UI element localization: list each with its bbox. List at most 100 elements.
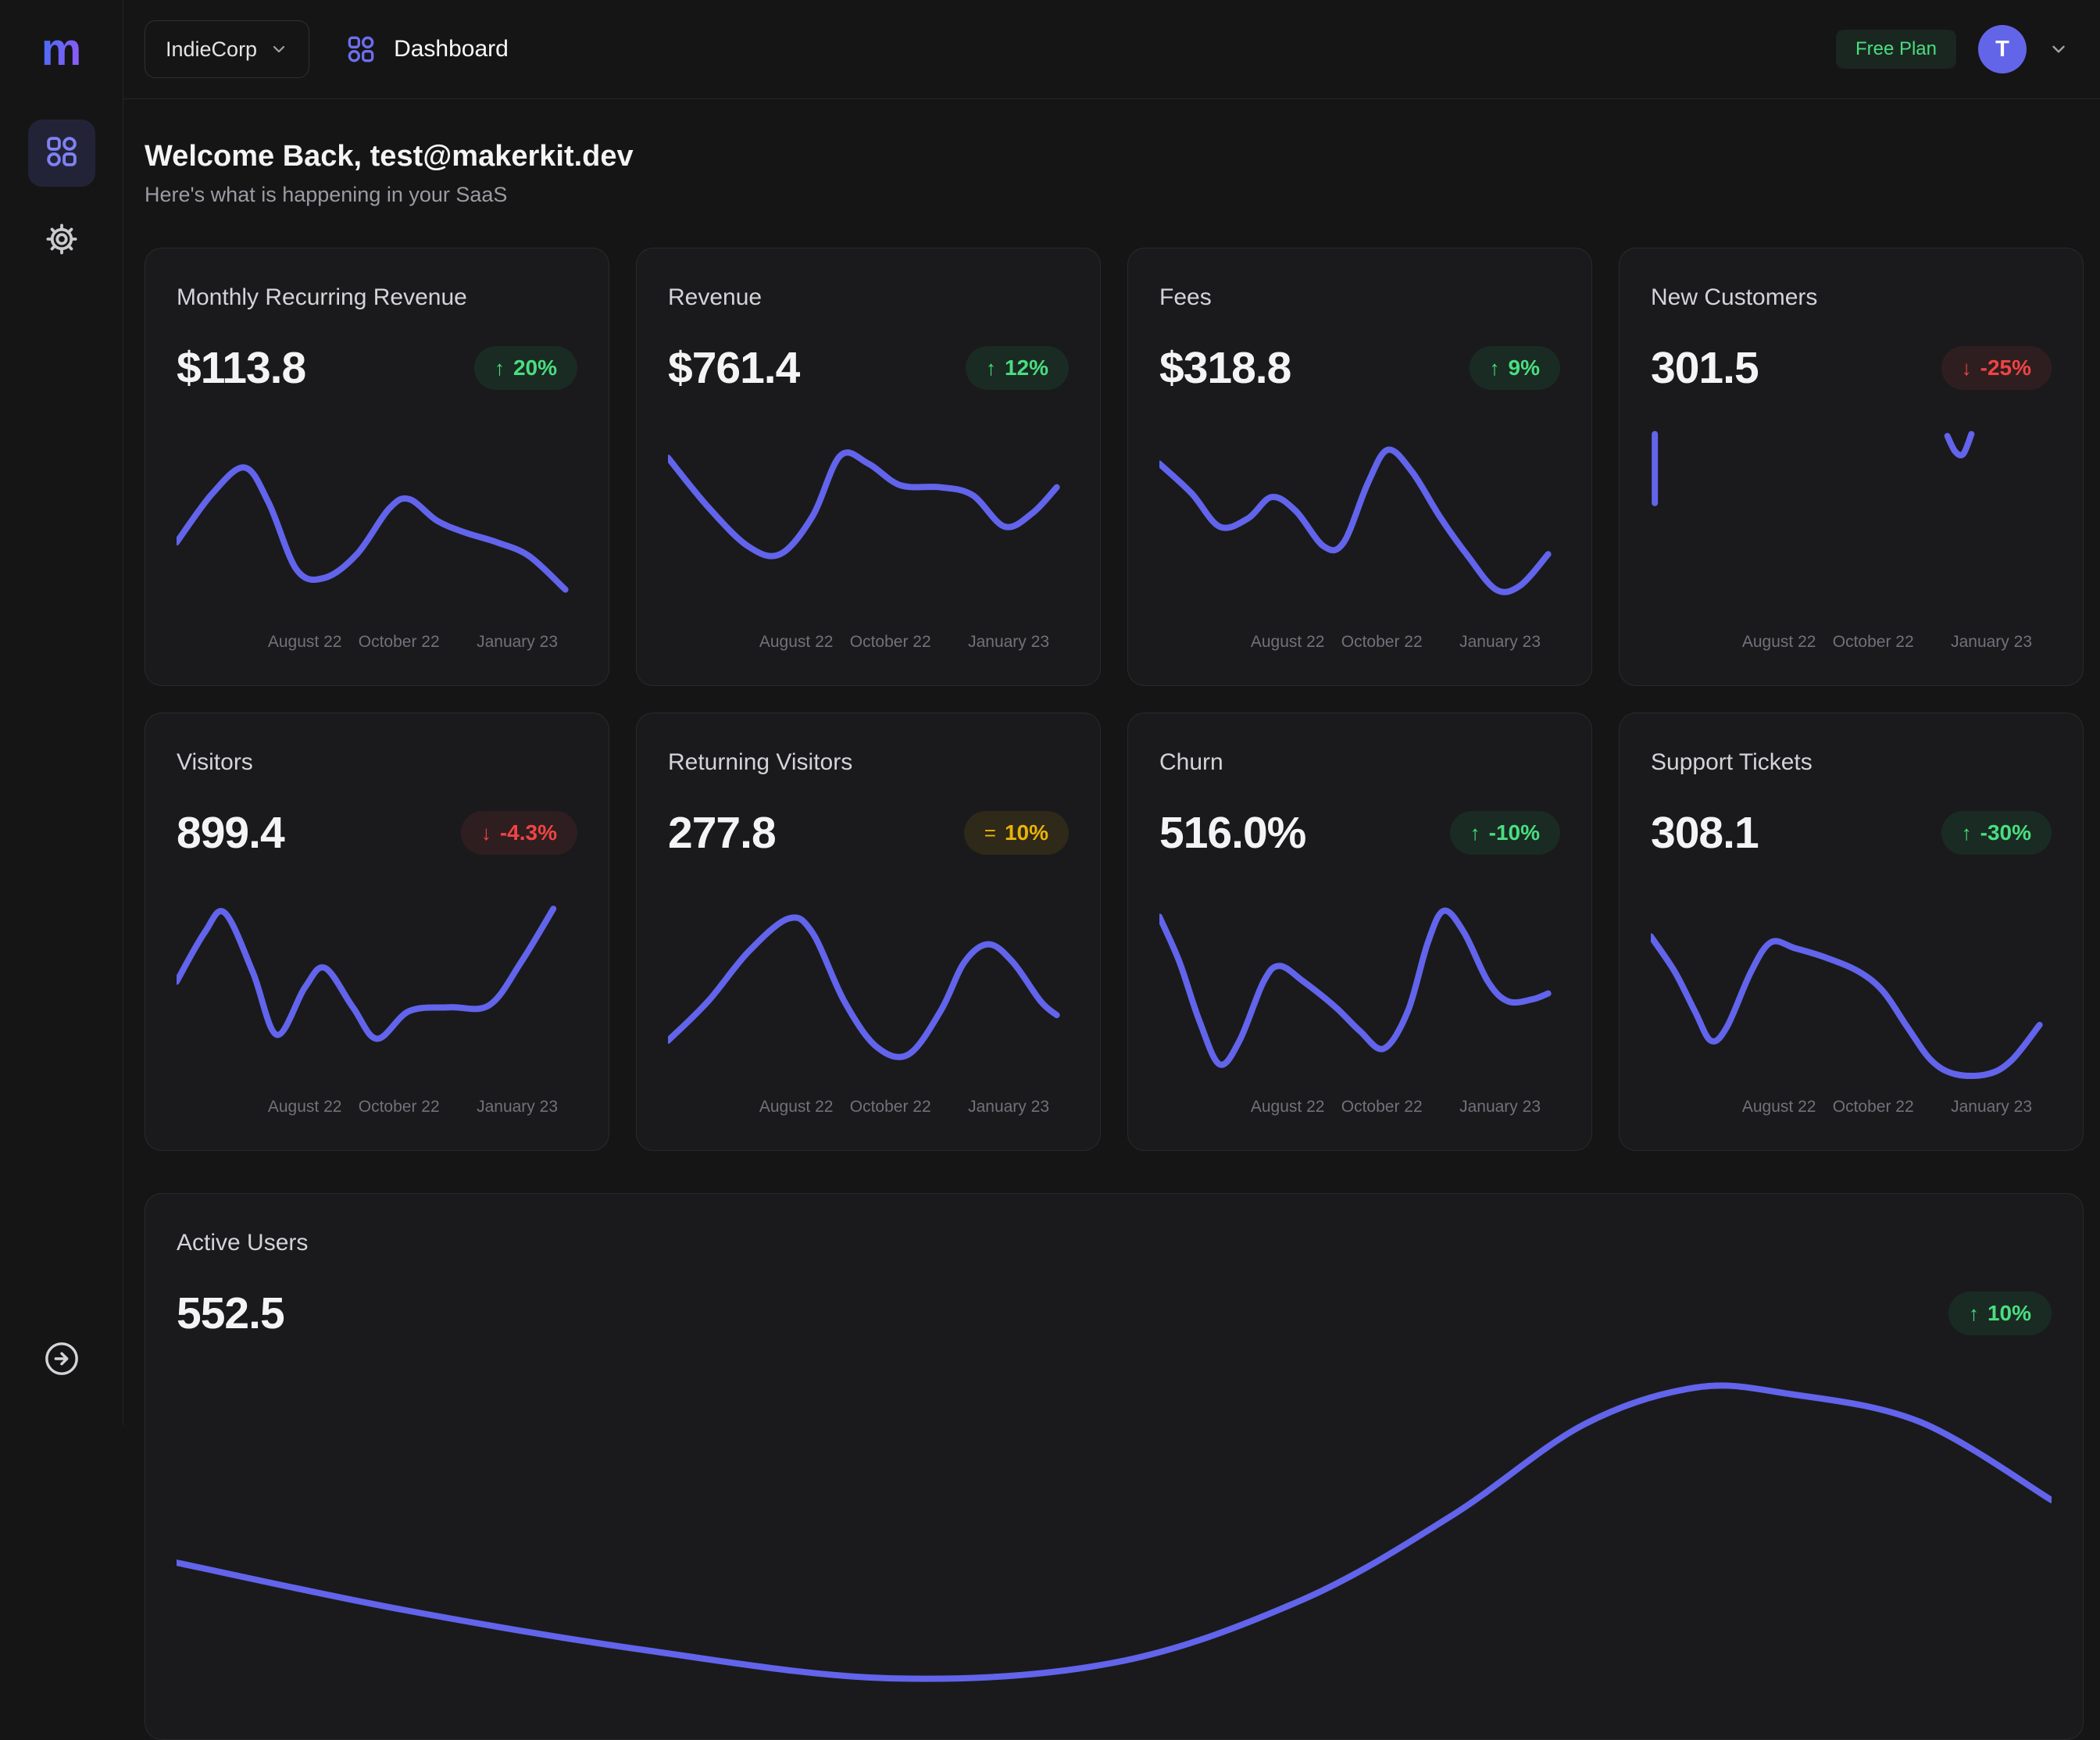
x-axis-labels: August 22 October 22 January 23	[1159, 633, 1560, 656]
workspace-name: IndieCorp	[166, 37, 258, 61]
axis-label: August 22	[267, 1098, 342, 1116]
trend-badge: ↑ 12%	[965, 346, 1069, 390]
trend-arrow-icon: ↑	[1470, 820, 1480, 845]
trend-value: -10%	[1488, 820, 1540, 845]
trend-badge: ↓ -25%	[1941, 346, 2052, 390]
axis-label: August 22	[759, 633, 834, 651]
dashboard-grid-icon	[44, 134, 80, 173]
trend-value: -30%	[1980, 820, 2031, 845]
trend-badge: ↑ 9%	[1469, 346, 1560, 390]
card-value: $318.8	[1159, 343, 1291, 393]
card-value: 899.4	[177, 808, 285, 858]
axis-label: January 23	[1459, 1098, 1541, 1116]
axis-label: October 22	[1341, 633, 1423, 651]
sparkline-chart	[1651, 893, 2052, 1090]
card-title: Revenue	[668, 284, 762, 310]
axis-label: August 22	[267, 633, 342, 651]
sparkline-chart	[177, 893, 577, 1090]
card-value: $761.4	[668, 343, 800, 393]
logo-letter: m	[41, 23, 82, 75]
trend-badge: ↓ -4.3%	[460, 811, 577, 855]
axis-label: January 23	[477, 1098, 558, 1116]
axis-label: January 23	[968, 1098, 1049, 1116]
trend-arrow-icon: ↓	[1961, 356, 1972, 380]
sparkline-chart	[1651, 428, 2052, 625]
card-title: Fees	[1159, 284, 1212, 310]
stat-card: Churn 516.0% ↑ -10% August 22 October 22…	[1127, 713, 1592, 1151]
expand-sidebar-button[interactable]	[44, 1341, 80, 1377]
page-title: Dashboard	[394, 36, 509, 62]
trend-value: 9%	[1508, 356, 1540, 380]
axis-label: January 23	[1459, 633, 1541, 651]
chevron-down-icon	[273, 45, 285, 53]
card-value: 308.1	[1651, 808, 1759, 858]
x-axis-labels: August 22 October 22 January 23	[668, 1098, 1069, 1121]
axis-label: January 23	[477, 633, 558, 651]
sidebar: m	[0, 0, 123, 1425]
workspace-selector[interactable]: IndieCorp	[145, 20, 310, 78]
card-value: $113.8	[177, 343, 306, 393]
active-users-card: Active Users 552.5 ↑ 10%	[145, 1193, 2084, 1740]
stat-card: Visitors 899.4 ↓ -4.3% August 22 October…	[145, 713, 609, 1151]
stat-card: Support Tickets 308.1 ↑ -30% August 22 O…	[1619, 713, 2084, 1151]
trend-arrow-icon: ↑	[985, 356, 996, 380]
trend-badge: ↑ 10%	[1948, 1292, 2052, 1335]
trend-value: 12%	[1004, 356, 1048, 380]
dashboard-grid-icon	[348, 36, 374, 63]
axis-label: August 22	[1741, 1098, 1816, 1116]
card-title: Returning Visitors	[668, 749, 853, 775]
trend-value: -4.3%	[499, 820, 557, 845]
axis-label: October 22	[1832, 633, 1914, 651]
stat-card: New Customers 301.5 ↓ -25% August 22 Oct…	[1619, 248, 2084, 686]
trend-value: 10%	[1987, 1301, 2031, 1325]
sidebar-item-settings[interactable]	[28, 207, 95, 274]
x-axis-labels: August 22 October 22 January 23	[177, 633, 577, 656]
card-title: Visitors	[177, 749, 253, 775]
sparkline-chart	[668, 893, 1069, 1090]
plan-badge: Free Plan	[1835, 30, 1956, 69]
trend-badge: ↑ -10%	[1449, 811, 1560, 855]
settings-gear-icon	[44, 221, 80, 261]
trend-arrow-icon: ↑	[1961, 820, 1972, 845]
axis-label: October 22	[358, 633, 440, 651]
sidebar-item-dashboard[interactable]	[27, 120, 95, 187]
welcome-title: Welcome Back, test@makerkit.dev	[145, 140, 634, 173]
card-title: Support Tickets	[1651, 749, 1812, 775]
stat-card: Monthly Recurring Revenue $113.8 ↑ 20% A…	[145, 248, 609, 686]
sparkline-chart	[177, 428, 577, 625]
axis-label: October 22	[1832, 1098, 1914, 1116]
welcome-subtitle: Here's what is happening in your SaaS	[145, 183, 508, 206]
axis-label: October 22	[849, 1098, 931, 1116]
axis-label: January 23	[1951, 633, 2032, 651]
trend-arrow-icon: ↑	[1968, 1301, 1979, 1325]
card-value: 301.5	[1651, 343, 1759, 393]
axis-label: August 22	[1250, 633, 1325, 651]
card-value: 552.5	[177, 1288, 285, 1338]
main-content: Welcome Back, test@makerkit.dev Here's w…	[123, 99, 2100, 1740]
card-value: 277.8	[668, 808, 777, 858]
x-axis-labels: August 22 October 22 January 23	[1159, 1098, 1560, 1121]
x-axis-labels: August 22 October 22 January 23	[1651, 1098, 2052, 1121]
card-title: New Customers	[1651, 284, 1818, 310]
sparkline-chart	[668, 428, 1069, 625]
stats-grid: Monthly Recurring Revenue $113.8 ↑ 20% A…	[145, 248, 2084, 1151]
trend-badge: ↑ 20%	[473, 346, 577, 390]
x-axis-labels: August 22 October 22 January 23	[1651, 633, 2052, 656]
account-chevron-down-icon[interactable]	[2048, 39, 2069, 59]
card-title: Churn	[1159, 749, 1223, 775]
sparkline-chart	[1159, 428, 1560, 625]
axis-label: August 22	[1250, 1098, 1325, 1116]
trend-arrow-icon: ↓	[480, 820, 491, 845]
axis-label: August 22	[759, 1098, 834, 1116]
sparkline-chart	[1159, 893, 1560, 1090]
card-title: Monthly Recurring Revenue	[177, 284, 467, 310]
avatar[interactable]: T	[1978, 25, 2027, 73]
axis-label: January 23	[968, 633, 1049, 651]
axis-label: January 23	[1951, 1098, 2032, 1116]
trend-badge: ↑ -30%	[1941, 811, 2052, 855]
trend-arrow-icon: =	[984, 820, 996, 845]
stat-card: Revenue $761.4 ↑ 12% August 22 October 2…	[636, 248, 1101, 686]
axis-label: October 22	[1341, 1098, 1423, 1116]
stat-card: Returning Visitors 277.8 = 10% August 22…	[636, 713, 1101, 1151]
card-title: Active Users	[177, 1230, 309, 1256]
